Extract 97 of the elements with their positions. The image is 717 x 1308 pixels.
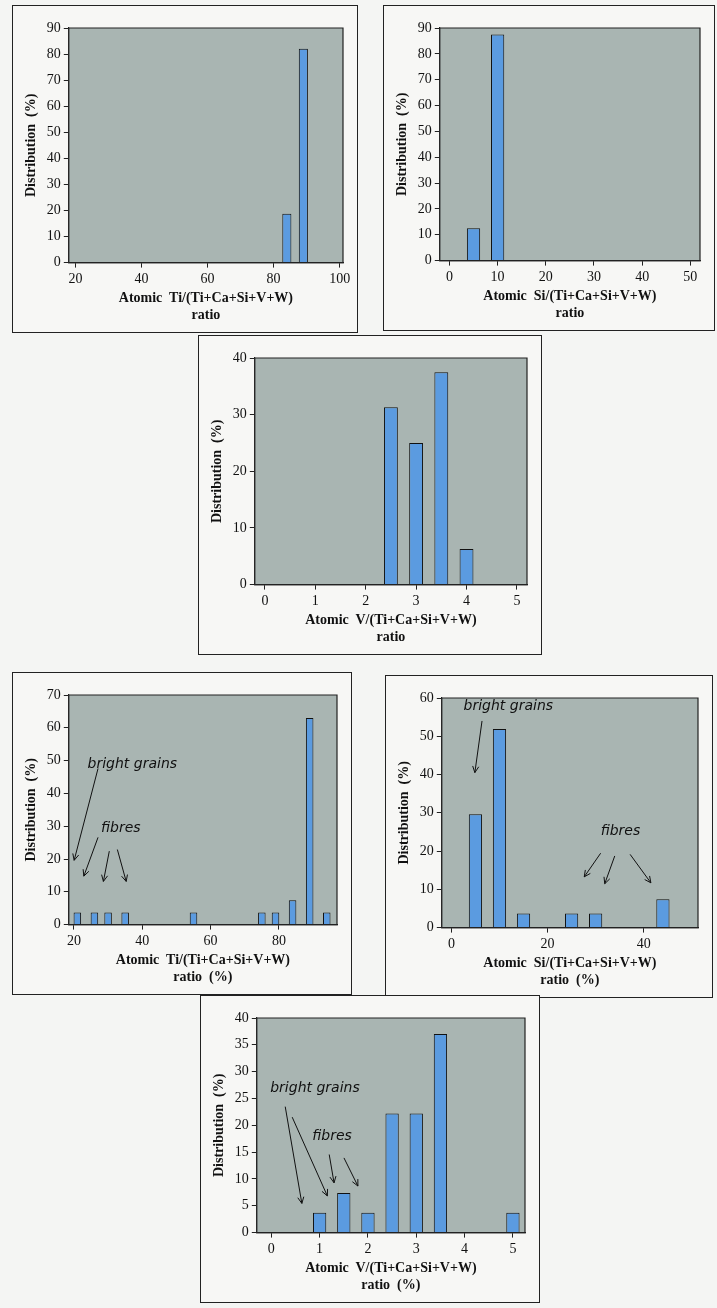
x-tick-label: 40 (135, 932, 150, 948)
x-tick-label: 40 (636, 935, 651, 951)
y-tick-label: 0 (239, 576, 247, 592)
x-tick-label: 3 (412, 1240, 420, 1256)
y-axis-title: Distribution (%) (23, 93, 40, 198)
x-tick-label: 60 (200, 270, 215, 286)
y-tick-label: 60 (419, 689, 434, 705)
y-tick-label: 80 (46, 45, 61, 61)
x-tick-label: 60 (203, 932, 218, 948)
y-tick-label: 20 (417, 200, 432, 216)
y-tick-label: 0 (53, 916, 61, 932)
x-tick-label: 5 (513, 592, 521, 608)
y-tick-label: 0 (241, 1224, 249, 1240)
y-axis-title: Distribution (%) (211, 1073, 228, 1178)
x-tick-label: 80 (266, 270, 281, 286)
y-tick-label: 20 (234, 1116, 249, 1132)
x-tick-label: 20 (540, 935, 555, 951)
y-tick-label: 60 (46, 97, 61, 113)
x-tick-label: 40 (635, 268, 650, 284)
x-axis-title: Atomic Ti/(Ti+Ca+Si+V+W) ratio (%) (115, 952, 291, 986)
y-tick-label: 40 (234, 1009, 249, 1025)
x-axis-title: Atomic Si/(Ti+Ca+Si+V+W) ratio (483, 288, 657, 321)
x-tick-label: 10 (490, 268, 505, 284)
y-tick-label: 40 (46, 785, 61, 801)
annotation: fibres (312, 1126, 352, 1143)
y-tick-label: 60 (417, 97, 432, 113)
annotation: bright grains (270, 1079, 360, 1096)
y-tick-label: 70 (417, 71, 432, 87)
annotation: fibres (100, 818, 141, 835)
y-tick-label: 80 (417, 45, 432, 61)
x-tick-label: 0 (447, 935, 455, 951)
x-tick-label: 4 (463, 592, 471, 608)
y-axis-title: Distribution (%) (23, 757, 40, 862)
y-tick-label: 0 (424, 252, 432, 268)
y-tick-label: 10 (417, 226, 432, 242)
y-axis-title: Distribution (%) (394, 92, 411, 197)
y-tick-label: 30 (417, 174, 432, 190)
annotation: bright grains (87, 754, 178, 771)
x-tick-label: 4 (461, 1240, 469, 1256)
y-tick-label: 70 (46, 686, 61, 702)
y-tick-label: 50 (417, 123, 432, 139)
y-tick-label: 20 (232, 462, 247, 478)
annotation: bright grains (463, 696, 554, 713)
x-axis-title: Atomic Si/(Ti+Ca+Si+V+W) ratio (%) (483, 955, 657, 989)
y-tick-label: 5 (241, 1197, 249, 1213)
x-tick-label: 80 (271, 932, 286, 948)
y-tick-label: 50 (46, 123, 61, 139)
y-tick-label: 10 (419, 881, 434, 897)
y-tick-label: 15 (234, 1143, 249, 1159)
x-tick-label: 5 (509, 1240, 517, 1256)
y-tick-label: 35 (234, 1036, 249, 1052)
x-tick-label: 2 (364, 1240, 372, 1256)
x-tick-label: 50 (683, 268, 698, 284)
y-tick-label: 10 (234, 1170, 249, 1186)
x-tick-label: 0 (261, 592, 269, 608)
x-tick-label: 40 (134, 270, 149, 286)
x-tick-label: 20 (66, 932, 81, 948)
y-tick-label: 20 (419, 842, 434, 858)
x-axis-title: Atomic V/(Ti+Ca+Si+V+W) ratio (305, 612, 477, 645)
x-tick-label: 1 (316, 1240, 324, 1256)
y-tick-label: 25 (234, 1090, 249, 1106)
y-tick-label: 0 (426, 919, 434, 935)
y-tick-label: 10 (232, 519, 247, 535)
x-tick-label: 0 (267, 1240, 275, 1256)
y-tick-label: 30 (46, 176, 61, 192)
x-tick-label: 2 (362, 592, 370, 608)
x-axis-title: Atomic Ti/(Ti+Ca+Si+V+W) ratio (118, 290, 294, 323)
x-tick-label: 3 (412, 592, 420, 608)
y-tick-label: 40 (46, 150, 61, 166)
y-tick-label: 40 (419, 766, 434, 782)
x-tick-label: 0 (445, 268, 453, 284)
y-tick-label: 10 (46, 883, 61, 899)
x-tick-label: 100 (329, 270, 351, 286)
y-tick-label: 30 (46, 817, 61, 833)
x-tick-label: 20 (68, 270, 83, 286)
x-axis-title: Atomic V/(Ti+Ca+Si+V+W) ratio (%) (305, 1260, 477, 1294)
y-tick-label: 40 (417, 148, 432, 164)
y-axis-title: Distribution (%) (209, 419, 226, 524)
x-tick-label: 30 (586, 268, 601, 284)
x-tick-label: 20 (538, 268, 553, 284)
y-tick-label: 90 (46, 19, 61, 35)
y-tick-label: 20 (46, 850, 61, 866)
y-tick-label: 10 (46, 228, 61, 244)
annotation: fibres (600, 821, 641, 838)
y-tick-label: 90 (417, 19, 432, 35)
y-tick-label: 60 (46, 719, 61, 735)
y-tick-label: 50 (46, 752, 61, 768)
y-tick-label: 30 (234, 1063, 249, 1079)
x-tick-label: 1 (311, 592, 319, 608)
y-tick-label: 50 (419, 727, 434, 743)
y-tick-label: 30 (232, 406, 247, 422)
y-tick-label: 40 (232, 349, 247, 365)
y-tick-label: 0 (53, 254, 61, 270)
y-tick-label: 70 (46, 71, 61, 87)
y-tick-label: 20 (46, 202, 61, 218)
y-axis-title: Distribution (%) (396, 760, 413, 865)
y-tick-label: 30 (419, 804, 434, 820)
